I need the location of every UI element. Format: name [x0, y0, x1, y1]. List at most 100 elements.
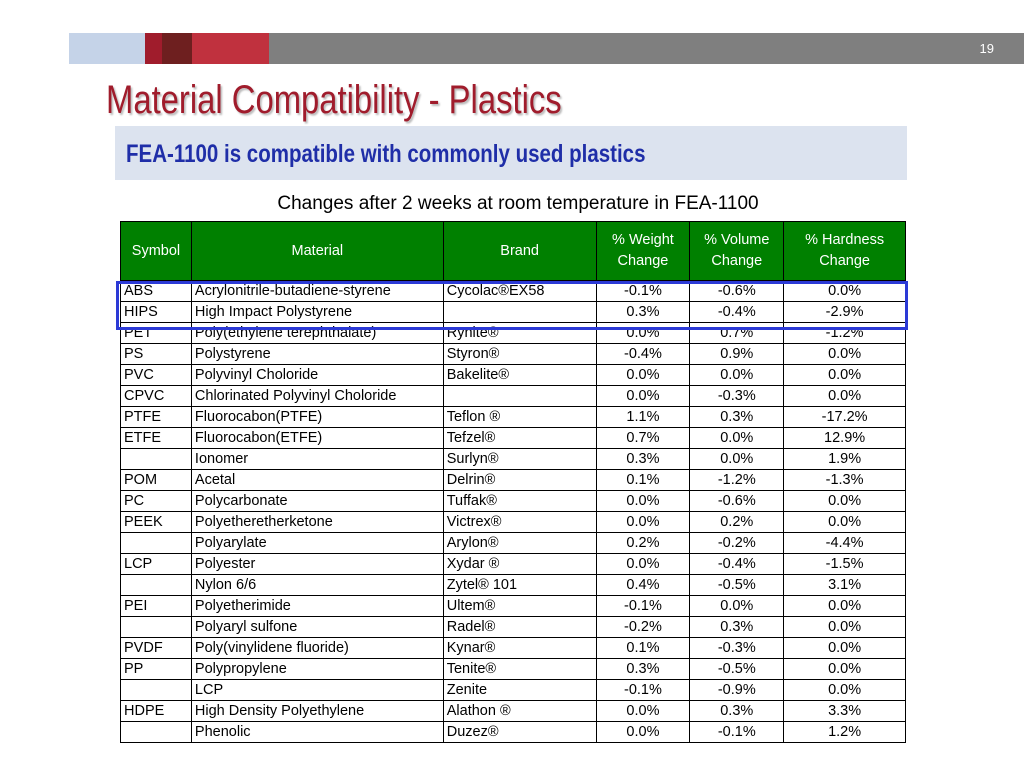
cell-symbol	[120, 616, 192, 638]
cell-material: Polyetheretherketone	[190, 511, 444, 533]
page-number: 19	[979, 41, 994, 56]
cell-hardness-change: -4.4%	[783, 532, 906, 554]
cell-weight-change: 0.3%	[595, 658, 691, 680]
cell-symbol	[120, 532, 192, 554]
cell-symbol: PVC	[120, 364, 192, 386]
cell-material: Polyester	[190, 553, 444, 575]
cell-weight-change: 0.3%	[595, 448, 691, 470]
cell-symbol	[120, 448, 192, 470]
bar-segment-gray	[269, 33, 1024, 64]
cell-volume-change: -0.2%	[689, 532, 785, 554]
table-row: PTFE Fluorocabon(PTFE) Teflon ® 1.1% 0.3% -17…	[120, 406, 906, 428]
cell-hardness-change: -1.3%	[783, 469, 906, 491]
cell-hardness-change: -17.2%	[783, 406, 906, 428]
cell-symbol: HIPS	[120, 301, 192, 323]
cell-brand: Duzez®	[442, 721, 597, 743]
cell-hardness-change: 12.9%	[783, 427, 906, 449]
table-row: ABS Acrylonitrile-butadiene-styrene Cycola…	[120, 280, 906, 302]
cell-hardness-change: 0.0%	[783, 490, 906, 512]
cell-symbol	[120, 679, 192, 701]
subtitle-box: FEA-1100 is compatible with commonly use…	[115, 126, 907, 180]
cell-material: Poly(vinylidene fluoride)	[190, 637, 444, 659]
header-weight-change: % Weight Change	[595, 221, 691, 281]
cell-brand: Bakelite®	[442, 364, 597, 386]
table-row: Nylon 6/6 Zytel® 101 0.4% -0.5% 3.1%	[120, 574, 906, 596]
cell-hardness-change: 3.1%	[783, 574, 906, 596]
table-header-row: Symbol Material Brand % Weight Change % …	[120, 221, 906, 281]
cell-hardness-change: -2.9%	[783, 301, 906, 323]
cell-brand: Zenite	[442, 679, 597, 701]
cell-volume-change: -0.6%	[689, 280, 785, 302]
cell-hardness-change: 0.0%	[783, 679, 906, 701]
table-row: Polyarylate Arylon® 0.2% -0.2% -4.4%	[120, 532, 906, 554]
cell-brand: Xydar ®	[442, 553, 597, 575]
cell-brand: Victrex®	[442, 511, 597, 533]
cell-material: Polyaryl sulfone	[190, 616, 444, 638]
cell-volume-change: -0.1%	[689, 721, 785, 743]
bar-segment-red	[145, 33, 162, 64]
cell-weight-change: 0.7%	[595, 427, 691, 449]
cell-material: Acetal	[190, 469, 444, 491]
table-row: PP Polypropylene Tenite® 0.3% -0.5% 0.0%	[120, 658, 906, 680]
cell-material: Polypropylene	[190, 658, 444, 680]
cell-weight-change: -0.4%	[595, 343, 691, 365]
cell-material: Polyvinyl Choloride	[190, 364, 444, 386]
table-row: PET Poly(ethylene terephthalate) Rynite® 0.…	[120, 322, 906, 344]
table-row: POM Acetal Delrin® 0.1% -1.2% -1.3%	[120, 469, 906, 491]
cell-brand	[442, 301, 597, 323]
cell-symbol: LCP	[120, 553, 192, 575]
cell-material: High Impact Polystyrene	[190, 301, 444, 323]
compatibility-table: Symbol Material Brand % Weight Change % …	[120, 221, 906, 743]
cell-symbol: PC	[120, 490, 192, 512]
cell-hardness-change: 0.0%	[783, 595, 906, 617]
cell-volume-change: -0.3%	[689, 385, 785, 407]
table-row: LCP Zenite -0.1% -0.9% 0.0%	[120, 679, 906, 701]
cell-volume-change: -0.4%	[689, 301, 785, 323]
table-row: ETFE Fluorocabon(ETFE) Tefzel® 0.7% 0.0% 12.9…	[120, 427, 906, 449]
cell-weight-change: -0.1%	[595, 679, 691, 701]
table-row: CPVC Chlorinated Polyvinyl Choloride 0.0% -…	[120, 385, 906, 407]
cell-symbol	[120, 721, 192, 743]
cell-brand: Styron®	[442, 343, 597, 365]
bar-segment-light-blue	[69, 33, 145, 64]
cell-weight-change: 0.0%	[595, 721, 691, 743]
cell-hardness-change: 0.0%	[783, 343, 906, 365]
cell-weight-change: 1.1%	[595, 406, 691, 428]
cell-symbol: ABS	[120, 280, 192, 302]
cell-material: Poly(ethylene terephthalate)	[190, 322, 444, 344]
cell-hardness-change: 1.9%	[783, 448, 906, 470]
table-row: PEI Polyetherimide Ultem® -0.1% 0.0% 0.0%	[120, 595, 906, 617]
cell-volume-change: 0.0%	[689, 595, 785, 617]
cell-volume-change: -1.2%	[689, 469, 785, 491]
cell-material: LCP	[190, 679, 444, 701]
cell-volume-change: 0.3%	[689, 406, 785, 428]
cell-volume-change: 0.3%	[689, 700, 785, 722]
cell-symbol: PTFE	[120, 406, 192, 428]
header-symbol: Symbol	[120, 221, 192, 281]
cell-weight-change: 0.1%	[595, 469, 691, 491]
cell-brand: Tefzel®	[442, 427, 597, 449]
table-row: Polyaryl sulfone Radel® -0.2% 0.3% 0.0%	[120, 616, 906, 638]
cell-weight-change: 0.0%	[595, 322, 691, 344]
cell-material: Polystyrene	[190, 343, 444, 365]
cell-brand: Arylon®	[442, 532, 597, 554]
cell-material: Polyetherimide	[190, 595, 444, 617]
table-row: Ionomer Surlyn® 0.3% 0.0% 1.9%	[120, 448, 906, 470]
cell-symbol: ETFE	[120, 427, 192, 449]
cell-brand: Tuffak®	[442, 490, 597, 512]
table-body: ABS Acrylonitrile-butadiene-styrene Cycola…	[120, 280, 906, 743]
cell-volume-change: -0.5%	[689, 658, 785, 680]
cell-material: Fluorocabon(ETFE)	[190, 427, 444, 449]
cell-volume-change: 0.3%	[689, 616, 785, 638]
cell-brand: Kynar®	[442, 637, 597, 659]
cell-material: Nylon 6/6	[190, 574, 444, 596]
cell-symbol: PVDF	[120, 637, 192, 659]
cell-weight-change: 0.0%	[595, 385, 691, 407]
top-bar: 19	[0, 33, 1024, 64]
cell-material: Chlorinated Polyvinyl Choloride	[190, 385, 444, 407]
cell-volume-change: 0.0%	[689, 364, 785, 386]
cell-weight-change: 0.0%	[595, 553, 691, 575]
cell-material: Acrylonitrile-butadiene-styrene	[190, 280, 444, 302]
cell-hardness-change: 0.0%	[783, 385, 906, 407]
bar-segment-crimson	[192, 33, 269, 64]
